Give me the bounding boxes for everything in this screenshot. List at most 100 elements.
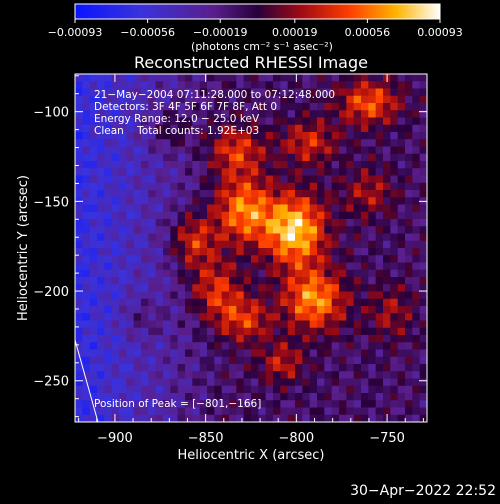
heatmap-cell [346,400,355,409]
heatmap-cell [119,306,127,314]
heatmap-cell [243,255,252,264]
heatmap-cell [273,211,281,220]
heatmap-cell [170,349,179,358]
heatmap-cell [243,204,252,213]
heatmap-cell [111,327,120,336]
heatmap-cell [126,414,135,422]
heatmap-cell [199,255,208,264]
heatmap-cell [199,88,208,97]
heatmap-cell [339,132,347,140]
heatmap-cell [390,139,399,148]
heatmap-cell [368,88,377,97]
heatmap-cell [126,291,135,300]
heatmap-cell [324,132,333,140]
heatmap-cell [163,298,171,307]
heatmap-cell [309,371,318,380]
heatmap-cell [397,378,406,387]
heatmap-cell [111,204,120,213]
heatmap-cell [361,190,369,198]
heatmap-cell [339,248,347,256]
heatmap-cell [126,313,135,322]
heatmap-cell [126,385,135,394]
heatmap-cell [346,175,355,184]
heatmap-cell [89,74,98,82]
heatmap-cell [221,371,230,380]
heatmap-cell [192,407,201,416]
heatmap-cell [339,240,347,249]
heatmap-cell [383,371,391,380]
heatmap-cell [207,132,215,140]
heatmap-cell [141,248,149,256]
heatmap-cell [155,313,164,322]
heatmap-cell [317,153,325,162]
heatmap-cell [383,393,391,401]
heatmap-cell [265,124,274,133]
heatmap-cell [148,356,157,365]
heatmap-cell [207,371,215,380]
heatmap-cell [353,233,362,242]
heatmap-cell [177,364,186,372]
heatmap-cell [236,88,245,97]
heatmap-cell [317,124,325,133]
heatmap-cell [89,277,98,285]
heatmap-cell [170,400,179,409]
heatmap-cell [221,161,230,169]
heatmap-cell [229,124,237,133]
heatmap-cell [331,233,340,242]
heatmap-cell [141,161,149,169]
heatmap-cell [280,81,289,90]
heatmap-cell [177,95,186,104]
heatmap-cell [287,313,296,322]
heatmap-cell [214,233,223,242]
heatmap-cell [192,313,201,322]
heatmap-cell [243,284,252,293]
heatmap-cell [133,400,142,409]
heatmap-cell [375,313,384,322]
heatmap-cell [89,313,98,322]
heatmap-cell [133,313,142,322]
heatmap-cell [229,393,237,401]
heatmap-cell [375,117,384,126]
annotation-energy-range: Energy Range: 12.0 − 25.0 keV [94,113,260,125]
heatmap-cell [405,110,413,119]
heatmap-cell [273,414,281,422]
plot-frame [74,73,428,423]
heatmap-cell [126,168,135,177]
heatmap-cell [119,197,127,206]
colorbar [74,3,441,20]
heatmap-cell [368,306,377,314]
heatmap-cell [361,371,369,380]
heatmap-cell [75,291,83,300]
heatmap-cell [346,371,355,380]
heatmap-cell [280,414,289,422]
heatmap-cell [258,356,267,365]
heatmap-cell [141,204,149,213]
heatmap-cell [236,146,245,155]
heatmap-cell [97,182,105,191]
heatmap-cell [82,211,91,220]
heatmap-cells [75,74,427,422]
heatmap-cell [295,219,303,227]
heatmap-cell [251,284,259,293]
heatmap-cell [390,146,399,155]
heatmap-cell [383,161,391,169]
heatmap-cell [221,400,230,409]
heatmap-cell [324,378,333,387]
heatmap-cell [185,262,193,271]
heatmap-cell [207,342,215,351]
heatmap-cell [265,284,274,293]
heatmap-cell [119,284,127,293]
heatmap-cell [207,248,215,256]
heatmap-cell [155,204,164,213]
heatmap-cell [148,284,157,293]
heatmap-cell [177,124,186,133]
heatmap-cell [155,182,164,191]
heatmap-cell [273,88,281,97]
heatmap-cell [324,306,333,314]
heatmap-cell [361,320,369,329]
heatmap-cell [119,320,127,329]
heatmap-cell [287,327,296,336]
heatmap-cell [405,103,413,111]
colorbar-tick-label: −0.00019 [193,26,248,39]
heatmap-cell [302,298,311,307]
